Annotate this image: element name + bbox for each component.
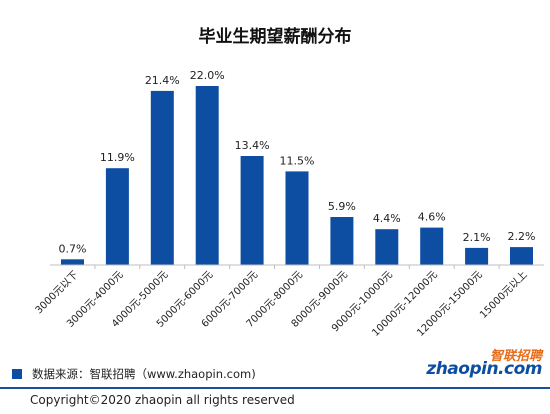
value-label-1: 11.9% (100, 151, 135, 164)
logo-chinese-text: 智联招聘 (489, 349, 542, 364)
bar-6 (330, 217, 354, 265)
source-marker-square (12, 369, 22, 379)
value-label-3: 22.0% (190, 69, 225, 82)
bar-0 (61, 259, 84, 265)
bar-8 (420, 227, 444, 265)
bar-1 (105, 168, 129, 265)
ticks-layer: 3000元以下3000元-4000元4000元-5000元5000元-6000元… (34, 265, 530, 339)
value-label-7: 4.4% (373, 212, 401, 225)
value-label-5: 11.5% (280, 154, 315, 167)
bar-2 (150, 90, 174, 266)
value-label-8: 4.6% (418, 211, 446, 224)
value-label-10: 2.2% (508, 230, 536, 243)
zhaopin-logo: 智联招聘 zhaopin.com (426, 345, 546, 381)
bar-chart: 3000元以下3000元-4000元4000元-5000元5000元-6000元… (34, 69, 544, 339)
bar-4 (240, 156, 264, 265)
bar-5 (285, 171, 309, 265)
logo-english-text: zhaopin.com (426, 359, 542, 379)
bar-9 (465, 247, 489, 265)
footer-divider (0, 387, 550, 389)
bar-3 (195, 86, 219, 265)
labels-layer: 0.7% 11.9% 21.4% 22.0% 13.4% 11.5% 5.9% 4.4% 4.6… (59, 69, 536, 255)
bar-7 (375, 229, 399, 265)
bars-layer (61, 86, 533, 266)
bar-10 (510, 247, 533, 265)
value-label-0: 0.7% (59, 242, 87, 255)
value-label-6: 5.9% (328, 200, 356, 213)
chart-title: 毕业生期望薪酬分布 (198, 27, 352, 47)
x-tick-label-0: 3000元以下 (34, 269, 81, 316)
x-tick-label-10: 15000元以上 (477, 269, 529, 321)
copyright-text: Copyright©2020 zhaopin all rights reserv… (30, 393, 295, 407)
value-label-2: 21.4% (145, 74, 180, 87)
data-source-note: 数据来源：智联招聘（www.zhaopin.com) (12, 366, 256, 382)
value-label-9: 2.1% (463, 231, 491, 244)
value-label-4: 13.4% (235, 139, 270, 152)
source-text: 数据来源：智联招聘（www.zhaopin.com) (32, 367, 256, 381)
